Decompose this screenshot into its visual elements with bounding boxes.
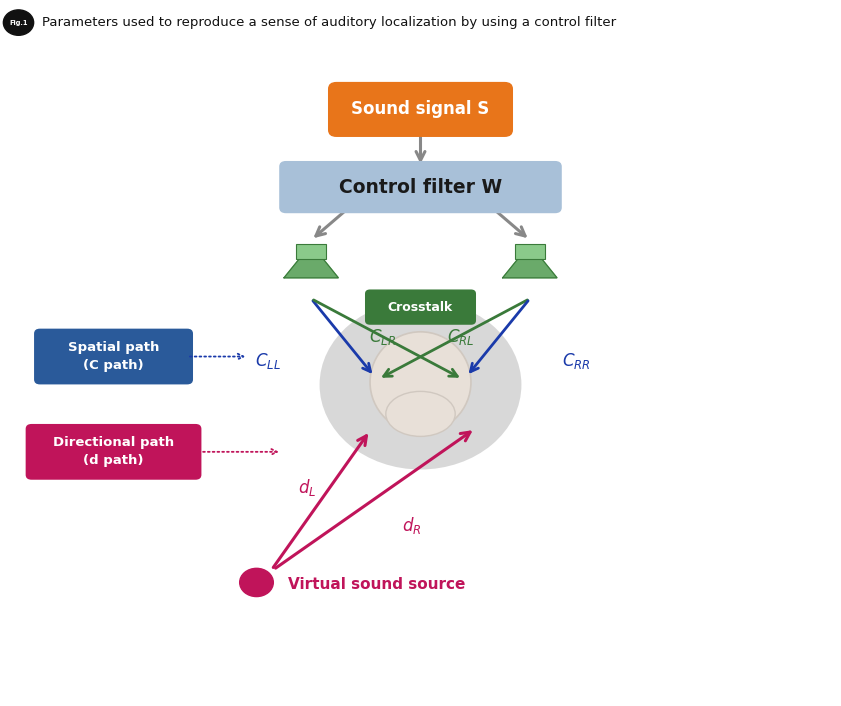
Text: $C_{RR}$: $C_{RR}$ [562,352,590,371]
Polygon shape [503,259,557,277]
Ellipse shape [370,332,471,432]
Text: $C_{LL}$: $C_{LL}$ [255,352,280,371]
FancyBboxPatch shape [328,82,513,137]
FancyBboxPatch shape [365,289,476,325]
Text: Parameters used to reproduce a sense of auditory localization by using a control: Parameters used to reproduce a sense of … [42,16,616,29]
Text: Sound signal S: Sound signal S [352,100,489,119]
Text: $C_{LR}$: $C_{LR}$ [369,328,396,347]
Text: $C_{RL}$: $C_{RL}$ [447,328,474,347]
FancyBboxPatch shape [26,424,202,480]
Circle shape [320,300,521,469]
Text: Control filter W: Control filter W [339,178,502,196]
Circle shape [3,10,34,35]
Text: Spatial path
(C path): Spatial path (C path) [68,341,159,372]
Text: Directional path
(d path): Directional path (d path) [53,436,174,467]
FancyBboxPatch shape [34,329,193,384]
Text: Virtual sound source: Virtual sound source [288,577,466,592]
FancyBboxPatch shape [279,161,562,213]
Bar [515,244,545,259]
Bar [296,244,326,259]
Circle shape [240,568,273,597]
Text: $d_{L}$: $d_{L}$ [298,477,316,498]
Text: $d_{R}$: $d_{R}$ [402,515,422,537]
Text: Fig.1: Fig.1 [9,20,28,25]
Ellipse shape [386,391,455,436]
Polygon shape [284,259,338,277]
Text: Crosstalk: Crosstalk [388,301,453,313]
